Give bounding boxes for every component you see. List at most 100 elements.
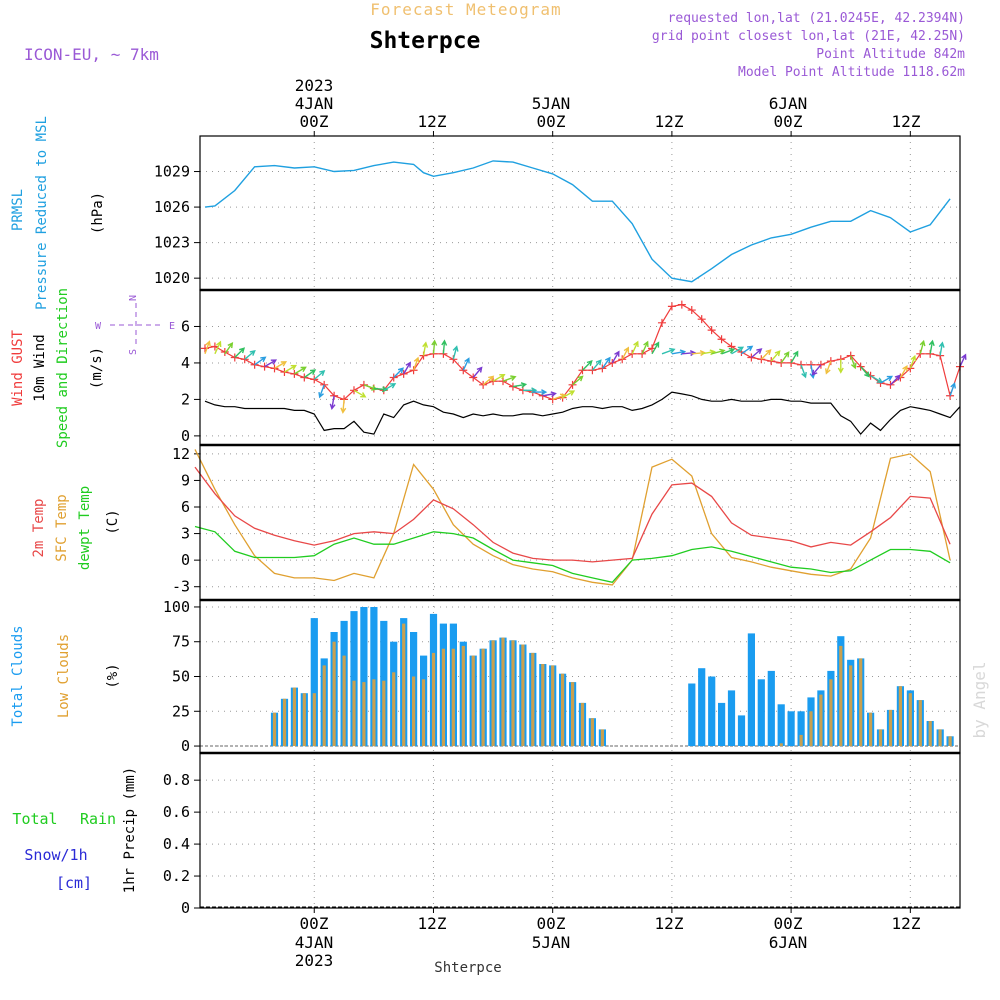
point-altitude: Point Altitude 842m: [816, 47, 965, 62]
wind-arrow: [274, 361, 288, 370]
wind10m-line: [204, 391, 961, 436]
panel-frame: [199, 752, 961, 909]
wind-arrow: [313, 370, 326, 380]
low-cloud-bar: [571, 682, 575, 747]
low-cloud-bar: [819, 694, 823, 747]
gust-marker: [777, 358, 786, 367]
wind-arrow: [244, 349, 256, 360]
wind-arrow: [850, 355, 857, 370]
panel-frame: [199, 444, 961, 601]
low-cloud-bar: [918, 700, 922, 746]
product-title: Forecast Meteogram: [370, 0, 561, 19]
total-clouds-title: Total Clouds: [10, 625, 26, 726]
total-cloud-bar: [360, 607, 368, 747]
wind-arrow: [731, 346, 745, 355]
total-cloud-bar: [797, 711, 805, 747]
top-date-1: 4JAN: [295, 94, 334, 113]
top-hour-3: 00Z: [537, 112, 566, 131]
low-cloud-bar: [461, 645, 465, 746]
wind-arrow: [880, 375, 894, 384]
wind-tick-label: 2: [181, 390, 190, 408]
wind-arrow: [750, 348, 763, 359]
gust-marker: [220, 348, 229, 356]
clouds-tick-label: 75: [172, 633, 190, 651]
low-cloud-bar: [392, 672, 396, 746]
temp-tick-label: 12: [172, 445, 190, 463]
temp-tick-label: -3: [172, 578, 190, 596]
gust-marker: [548, 395, 557, 404]
low-cloud-bar: [551, 665, 555, 747]
temp-tick-label: 0: [181, 551, 190, 569]
pressure-tick-label: 1026: [154, 198, 190, 216]
temp-tick-label: 3: [181, 525, 190, 543]
low-cloud-bar: [501, 637, 505, 747]
low-clouds-title: Low Clouds: [56, 634, 72, 718]
top-date-3: 6JAN: [769, 94, 808, 113]
total-cloud-bar: [718, 702, 726, 746]
wind-arrow: [651, 341, 660, 355]
wind-arrow: [899, 365, 908, 378]
gust-marker: [608, 358, 617, 367]
wind-arrow: [711, 348, 726, 355]
wind-arrow: [462, 357, 470, 371]
low-cloud-bar: [332, 641, 336, 746]
prmsl-subtitle: Pressure Reduced to MSL: [34, 116, 50, 310]
wind-arrow: [482, 375, 495, 386]
wind-arrow: [837, 359, 844, 374]
compass-west: W: [95, 321, 102, 332]
location-title: Shterpce: [370, 28, 481, 54]
wind-arrow: [532, 389, 548, 396]
low-cloud-bar: [809, 711, 813, 747]
low-cloud-bar: [402, 623, 406, 746]
clouds-tick-label: 50: [172, 668, 190, 686]
wind-arrow: [825, 360, 832, 375]
wind-arrow: [611, 350, 620, 364]
low-cloud-bar: [491, 640, 495, 746]
low-cloud-bar: [511, 640, 515, 746]
precip-tick-label: 0.2: [163, 867, 190, 885]
gust-marker: [667, 302, 676, 311]
low-cloud-bar: [292, 687, 296, 746]
gust-marker: [886, 380, 895, 389]
snow-unit: [cm]: [56, 874, 92, 892]
grid-point-coords: grid point closest lon,lat (21E, 42.25N): [652, 29, 965, 44]
gust-marker: [399, 369, 408, 378]
top-year: 2023: [295, 76, 334, 95]
wind-arrow: [492, 373, 506, 382]
wind-arrow: [631, 340, 639, 355]
wind-arrow: [562, 390, 576, 399]
top-hour-6: 12Z: [892, 112, 921, 131]
wind-arrow: [959, 353, 967, 367]
compass-south: S: [128, 349, 139, 355]
bottom-year: 2023: [295, 951, 334, 970]
wind-arrow: [860, 366, 870, 378]
tsfc-line: [194, 449, 951, 586]
wind-arrow: [452, 345, 459, 360]
wind-arrow: [928, 339, 935, 354]
dewpt-line: [194, 525, 951, 584]
wind-arrow: [512, 382, 528, 389]
low-cloud-bar: [829, 679, 833, 747]
gust-marker: [598, 364, 607, 373]
gust-marker: [657, 318, 666, 327]
wind-arrow: [393, 367, 404, 378]
wind-arrow: [870, 375, 884, 383]
wind-tick-label: 4: [181, 354, 190, 372]
temp-tick-label: 9: [181, 471, 190, 489]
rain-title-total: Total: [12, 810, 57, 828]
gust-marker: [459, 366, 468, 375]
wind-arrow: [770, 350, 781, 362]
low-cloud-bar: [580, 702, 585, 746]
total-cloud-bar: [747, 633, 755, 747]
wind-arrow: [790, 350, 799, 364]
bottom-hour-1: 00Z: [300, 914, 329, 933]
wind-arrow: [294, 366, 307, 375]
total-cloud-bar: [310, 618, 318, 747]
wind-arrow: [353, 389, 367, 398]
wind-arrow: [909, 354, 917, 369]
clouds-tick-label: 100: [163, 598, 190, 616]
low-cloud-bar: [282, 698, 287, 747]
precip-tick-label: 0: [181, 899, 190, 917]
gust-marker: [816, 360, 825, 369]
